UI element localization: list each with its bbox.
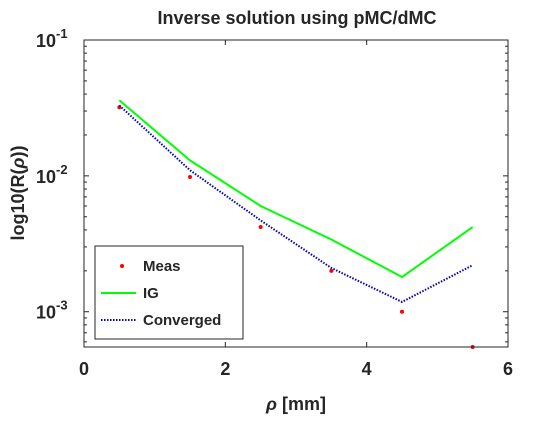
data-point: [188, 175, 192, 180]
legend: Meas IG Converged: [94, 245, 244, 340]
series-ig: [118, 99, 474, 279]
y-tick-label-base: 10: [36, 167, 56, 187]
data-point: [329, 268, 334, 273]
legend-label-ig: IG: [143, 285, 159, 302]
series-line: [118, 104, 474, 303]
x-tick-label: 4: [362, 359, 372, 379]
data-point: [258, 225, 263, 230]
y-tick-label-exponent: -2: [56, 162, 68, 177]
legend-marker-meas: [120, 264, 124, 268]
legend-label-converged: Converged: [143, 312, 221, 329]
y-tick-label: 10-2: [36, 162, 68, 187]
y-tick-label-base: 10: [36, 31, 56, 51]
axis-ticks: 0 2 4 610-310-210-1: [36, 26, 513, 379]
y-tick-label-base: 10: [36, 303, 56, 323]
y-axis-label: log10(R(ρ)): [8, 146, 28, 241]
y-tick-label-exponent: -1: [56, 26, 68, 41]
x-axis-label-unit: [mm]: [277, 394, 326, 414]
series-line: [118, 99, 474, 279]
y-axis-label-suffix: )): [8, 146, 28, 158]
x-axis-label-symbol: ρ: [265, 394, 277, 414]
y-axis-label-prefix: log10(R(: [8, 168, 28, 240]
series-meas: [117, 105, 475, 349]
x-tick-label: 6: [503, 359, 513, 379]
series-converged: [118, 104, 474, 303]
y-tick-label: 10-3: [36, 298, 68, 323]
y-tick-label: 10-1: [36, 26, 68, 51]
legend-label-meas: Meas: [143, 258, 181, 275]
x-tick-label: 2: [220, 359, 230, 379]
x-tick-label: 0: [79, 359, 89, 379]
chart-title: Inverse solution using pMC/dMC: [157, 8, 436, 28]
plot-series: [117, 99, 475, 349]
data-point: [400, 309, 404, 314]
y-tick-label-exponent: -3: [56, 298, 68, 313]
y-axis-label-symbol: ρ: [8, 157, 28, 169]
plot-area-frame: [83, 39, 509, 348]
x-axis-label: ρ [mm]: [265, 394, 326, 414]
